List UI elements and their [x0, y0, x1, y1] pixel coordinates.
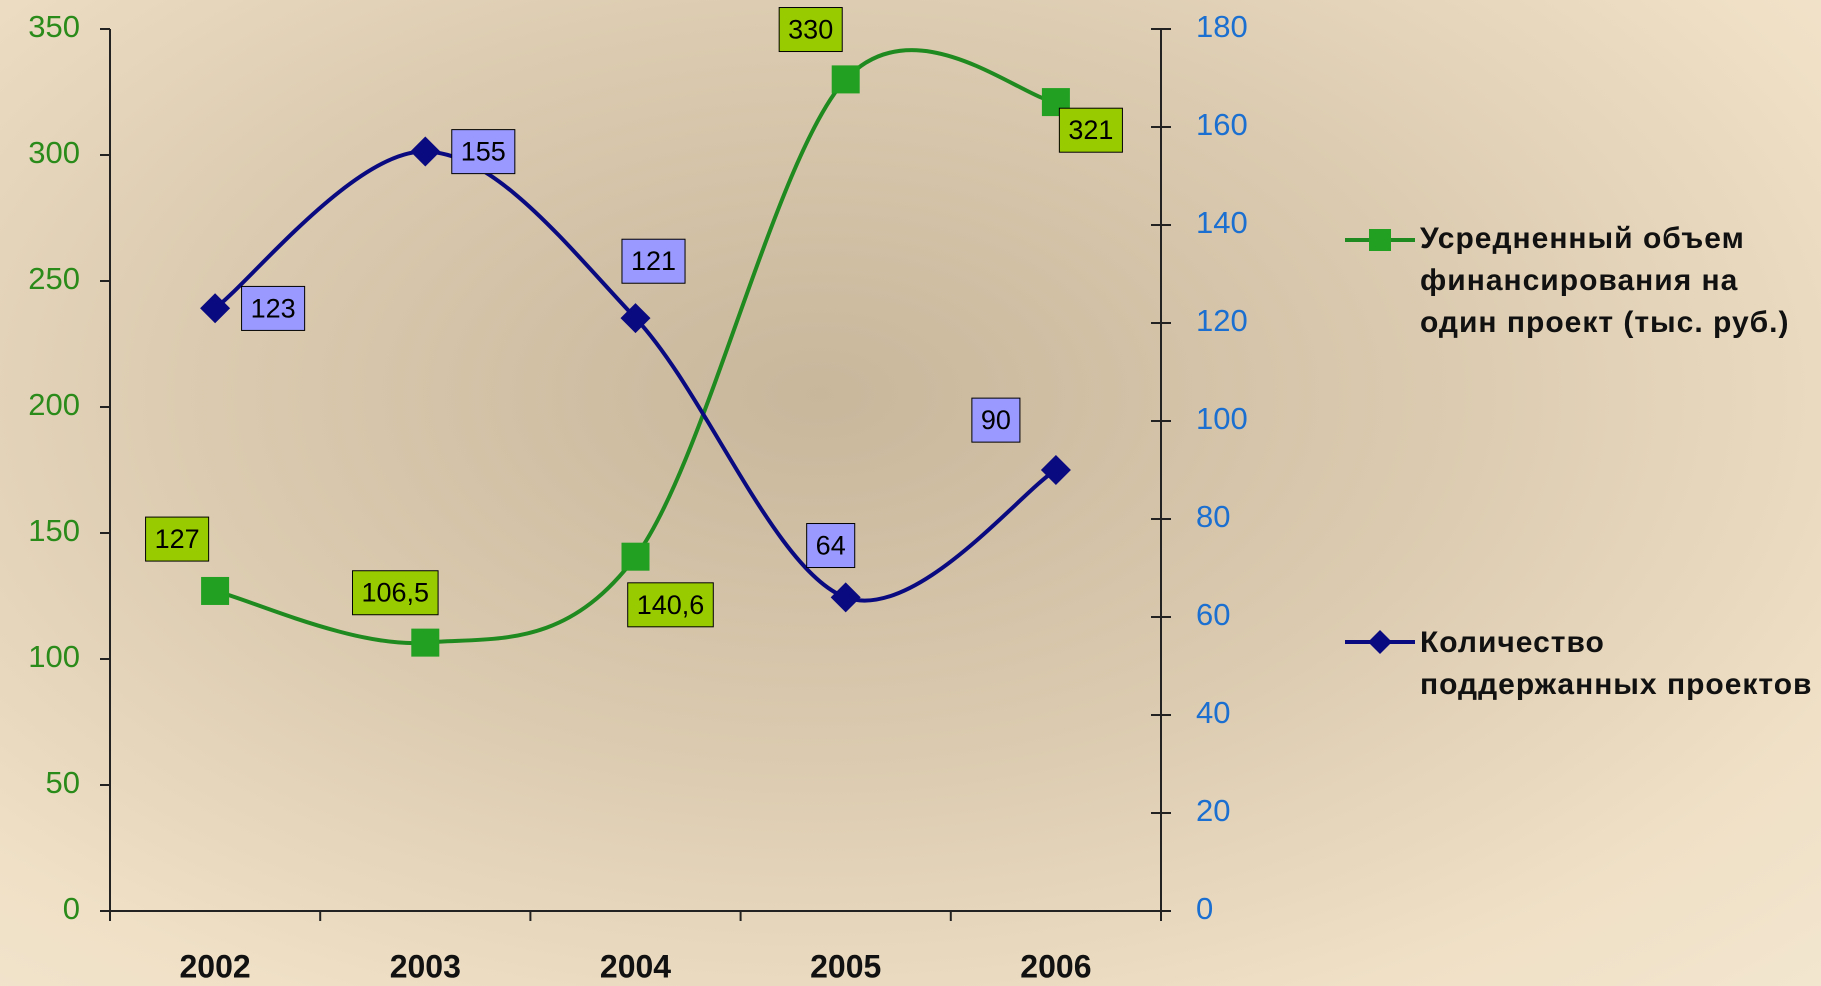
data-label-text: 64 — [816, 531, 846, 561]
data-label-text: 155 — [461, 137, 506, 167]
data-label-box — [451, 129, 516, 175]
y-tick-label: 150 — [28, 513, 80, 548]
marker — [411, 628, 440, 657]
marker — [621, 542, 650, 571]
y-tick-label: 250 — [28, 261, 80, 296]
data-label: 121 — [621, 238, 686, 284]
marker — [1040, 455, 1071, 485]
y2-tick-label: 0 — [1196, 891, 1213, 926]
x-tick-label: 2002 — [180, 948, 251, 984]
y-tick-label: 50 — [46, 765, 80, 800]
x-tick-label: 2006 — [1020, 948, 1091, 984]
data-label: 127 — [145, 516, 210, 562]
data-label: 155 — [451, 129, 516, 175]
y-tick-label: 300 — [28, 135, 80, 170]
marker — [200, 293, 231, 324]
data-label-box — [778, 7, 843, 53]
data-label-box — [145, 516, 210, 562]
data-label-box — [627, 582, 714, 628]
data-label: 330 — [778, 7, 843, 53]
legend-label: Количество поддержанных проектов — [1420, 626, 1813, 701]
y2-tick-label: 40 — [1196, 695, 1230, 730]
data-label-text: 123 — [251, 293, 296, 323]
data-label: 321 — [1058, 107, 1123, 153]
marker — [830, 582, 861, 613]
y-tick-label: 0 — [63, 891, 80, 926]
data-label-text: 106,5 — [362, 578, 430, 608]
y2-tick-label: 80 — [1196, 499, 1230, 534]
legend-marker — [1369, 229, 1391, 251]
data-label: 90 — [971, 397, 1021, 443]
y-tick-label: 100 — [28, 639, 80, 674]
data-label-text: 321 — [1068, 115, 1113, 145]
data-label-text: 121 — [631, 246, 676, 276]
data-label: 123 — [241, 285, 306, 331]
legend-marker — [1368, 630, 1392, 654]
y-tick-label: 350 — [28, 9, 80, 44]
legend-label: Усредненный объем финансирования на один… — [1420, 222, 1790, 339]
data-label: 140,6 — [627, 582, 714, 628]
marker — [410, 136, 441, 167]
data-label-text: 140,6 — [637, 590, 705, 620]
y2-tick-label: 160 — [1196, 107, 1248, 142]
marker — [201, 576, 230, 605]
x-tick-label: 2005 — [810, 948, 881, 984]
data-label-box — [971, 397, 1021, 443]
y2-tick-label: 60 — [1196, 597, 1230, 632]
x-tick-label: 2004 — [600, 948, 671, 984]
data-label: 64 — [806, 523, 856, 569]
marker — [620, 303, 651, 334]
data-label-text: 90 — [981, 405, 1011, 435]
data-label-box — [241, 285, 306, 331]
data-label-box — [621, 238, 686, 284]
data-label-box — [806, 523, 856, 569]
y2-tick-label: 100 — [1196, 401, 1248, 436]
marker — [831, 65, 860, 94]
y2-tick-label: 180 — [1196, 9, 1248, 44]
y2-tick-label: 140 — [1196, 205, 1248, 240]
x-tick-label: 2003 — [390, 948, 461, 984]
data-label-box — [1058, 107, 1123, 153]
series-line — [213, 149, 1057, 603]
y-tick-label: 200 — [28, 387, 80, 422]
series-line — [214, 48, 1057, 646]
y2-tick-label: 20 — [1196, 793, 1230, 828]
data-label-text: 127 — [155, 524, 200, 554]
data-label-box — [352, 570, 439, 616]
data-label-text: 330 — [788, 15, 833, 45]
data-label: 106,5 — [352, 570, 439, 616]
y2-tick-label: 120 — [1196, 303, 1248, 338]
